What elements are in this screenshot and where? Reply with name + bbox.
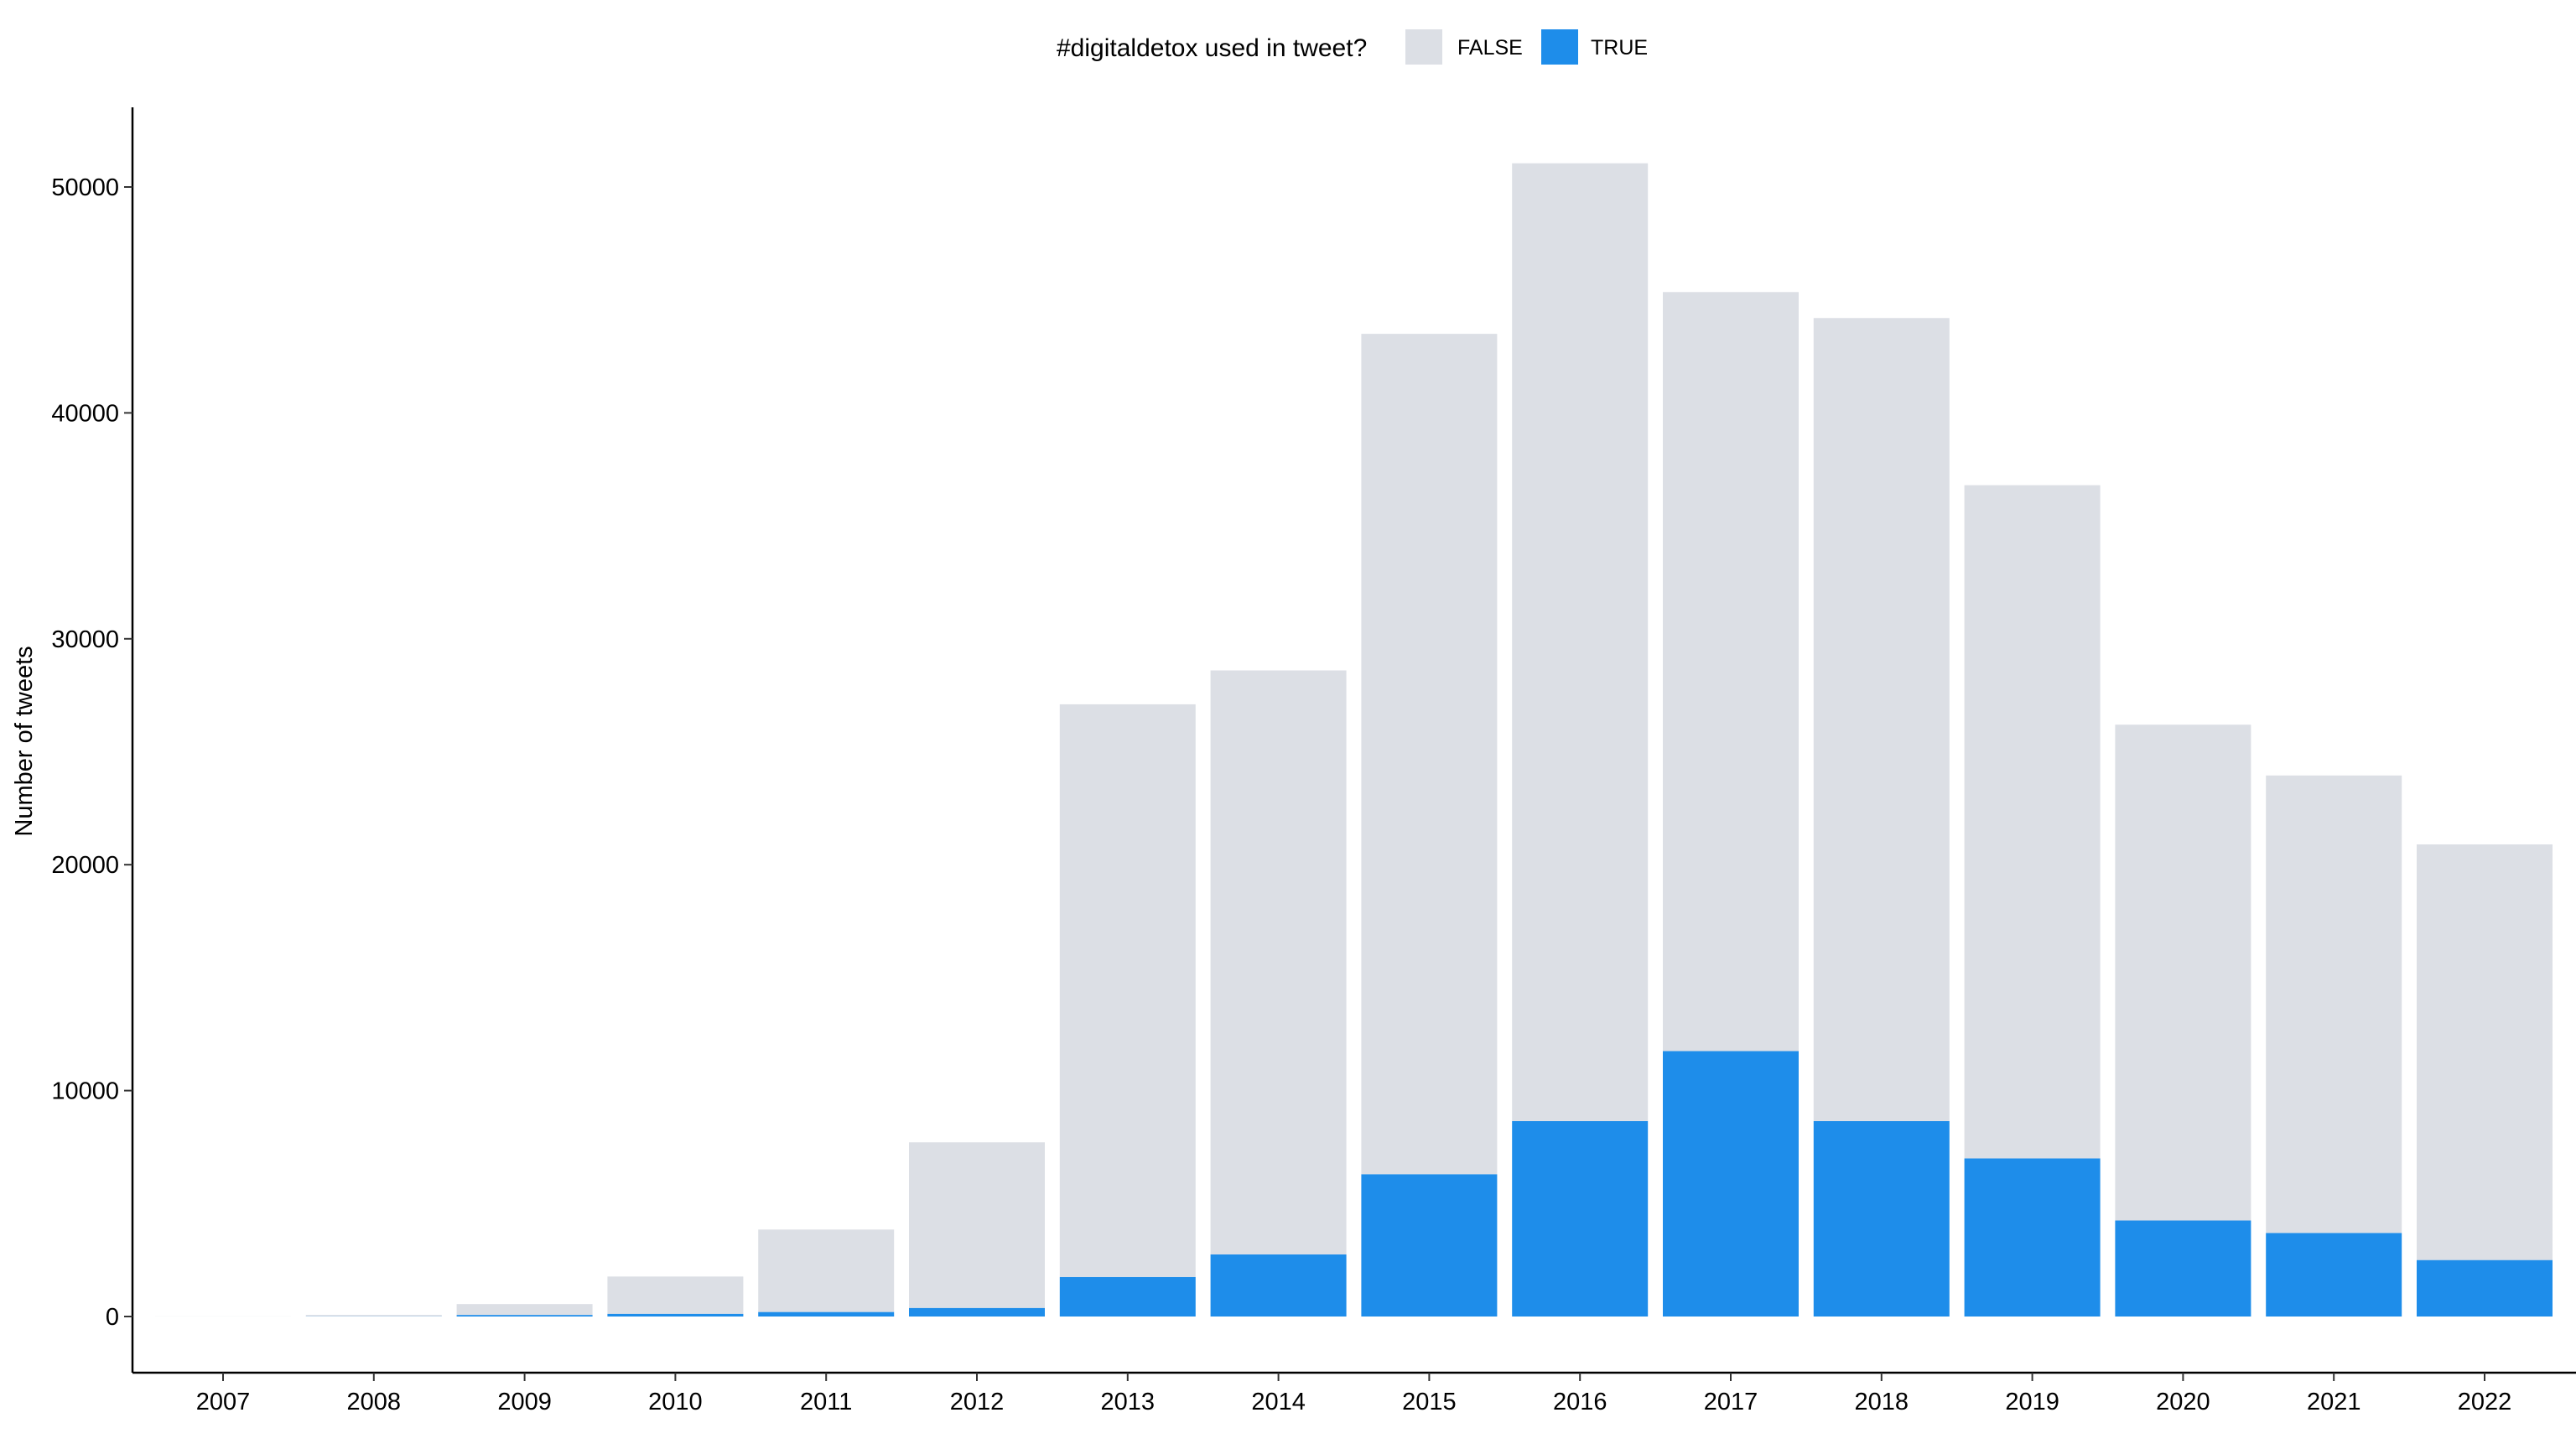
- legend-key-true: [1541, 29, 1578, 65]
- y-axis: 0 10000 20000 30000 40000 50000: [51, 107, 134, 1373]
- legend: #digitaldetox used in tweet? FALSE TRUE: [1057, 29, 1648, 65]
- bar-false-2022: [2417, 844, 2553, 1260]
- bar-false-2018: [1813, 318, 1950, 1121]
- bar-true-2010: [607, 1313, 744, 1317]
- bar-false-2014: [1210, 670, 1347, 1254]
- y-tick-label: 20000: [51, 852, 119, 879]
- legend-label-true: TRUE: [1591, 36, 1648, 60]
- bar-false-2021: [2266, 775, 2402, 1233]
- bar-true-2021: [2266, 1233, 2402, 1317]
- x-tick-label: 2018: [1855, 1389, 1909, 1415]
- bars-group: [155, 163, 2553, 1317]
- y-tick-label: 50000: [51, 174, 119, 201]
- y-axis-title: Number of tweets: [11, 646, 38, 836]
- x-tick-label: 2012: [950, 1389, 1005, 1415]
- x-axis: 2007 2008 2009 2010 2011 2012 2013 2014 2015 2016…: [132, 1371, 2576, 1415]
- bar-false-2010: [607, 1276, 744, 1314]
- x-tick-label: 2017: [1704, 1389, 1758, 1415]
- bar-true-2015: [1361, 1174, 1498, 1317]
- x-tick-label: 2014: [1251, 1389, 1306, 1415]
- legend-key-false: [1405, 29, 1442, 65]
- bar-true-2016: [1512, 1120, 1649, 1317]
- y-tick-label: 30000: [51, 626, 119, 653]
- x-tick-label: 2013: [1101, 1389, 1156, 1415]
- bar-false-2015: [1361, 334, 1498, 1175]
- bar-true-2014: [1210, 1254, 1347, 1317]
- x-tick-label: 2020: [2156, 1389, 2210, 1415]
- bar-false-2020: [2115, 724, 2251, 1221]
- bar-false-2009: [456, 1304, 593, 1316]
- bar-true-2020: [2115, 1220, 2251, 1317]
- legend-title: #digitaldetox used in tweet?: [1057, 34, 1367, 62]
- bar-false-2013: [1059, 704, 1196, 1277]
- bar-true-2011: [758, 1311, 895, 1317]
- bar-false-2016: [1512, 163, 1649, 1121]
- bar-true-2013: [1059, 1276, 1196, 1317]
- bar-true-2018: [1813, 1120, 1950, 1317]
- legend-label-false: FALSE: [1457, 36, 1523, 60]
- bar-true-2012: [909, 1307, 1045, 1317]
- x-tick-label: 2019: [2005, 1389, 2059, 1415]
- x-tick-label: 2009: [497, 1389, 552, 1415]
- y-tick-label: 10000: [51, 1078, 119, 1105]
- x-tick-label: 2008: [347, 1389, 402, 1415]
- bar-true-2017: [1663, 1051, 1799, 1317]
- x-tick-label: 2010: [648, 1389, 703, 1415]
- x-tick-label: 2011: [800, 1389, 852, 1415]
- bar-false-2008: [305, 1315, 442, 1317]
- x-tick-label: 2022: [2458, 1389, 2512, 1415]
- y-tick-label: 40000: [51, 400, 119, 427]
- bar-true-2022: [2417, 1259, 2553, 1317]
- x-tick-label: 2016: [1553, 1389, 1607, 1415]
- y-tick-label: 0: [106, 1304, 119, 1331]
- bar-true-2019: [1964, 1158, 2101, 1317]
- x-tick-label: 2007: [196, 1389, 251, 1415]
- bar-true-2009: [456, 1315, 593, 1317]
- x-tick-label: 2021: [2307, 1389, 2361, 1415]
- bar-false-2012: [909, 1142, 1045, 1308]
- bar-false-2011: [758, 1229, 895, 1312]
- bar-false-2019: [1964, 485, 2101, 1159]
- x-tick-label: 2015: [1402, 1389, 1457, 1415]
- bar-false-2017: [1663, 292, 1799, 1052]
